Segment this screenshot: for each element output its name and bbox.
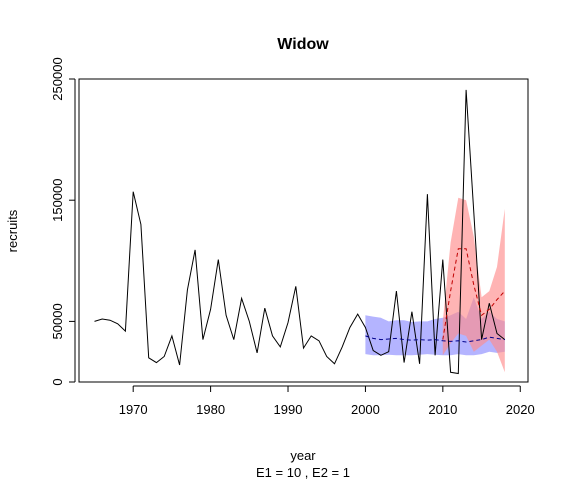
y-axis-title: recruits <box>5 209 20 252</box>
x-tick-label: 2020 <box>506 402 535 417</box>
y-tick-label: 0 <box>50 378 65 385</box>
plot-box <box>78 78 529 383</box>
x-tick-label: 1970 <box>119 402 148 417</box>
x-tick-label: 1980 <box>196 402 225 417</box>
confidence-bands <box>365 197 505 373</box>
series-2-line <box>442 248 506 340</box>
y-axis: 0 50000 150000 250000 <box>50 57 76 386</box>
y-tick-label: 150000 <box>50 179 65 222</box>
x-tick-label: 2010 <box>428 402 457 417</box>
x-tick-label: 2000 <box>351 402 380 417</box>
x-tick-label: 1990 <box>274 402 303 417</box>
series-lines <box>94 89 506 375</box>
y-tick-label: 50000 <box>50 303 65 339</box>
series-2-band <box>442 197 505 373</box>
x-axis-title: year <box>290 448 316 463</box>
chart-title: Widow <box>277 36 329 53</box>
x-axis: 1970 1980 1990 2000 2010 2020 <box>119 385 535 417</box>
series-1-line <box>365 335 505 343</box>
chart-subtitle: E1 = 10 , E2 = 1 <box>256 465 350 480</box>
y-tick-label: 250000 <box>50 57 65 100</box>
